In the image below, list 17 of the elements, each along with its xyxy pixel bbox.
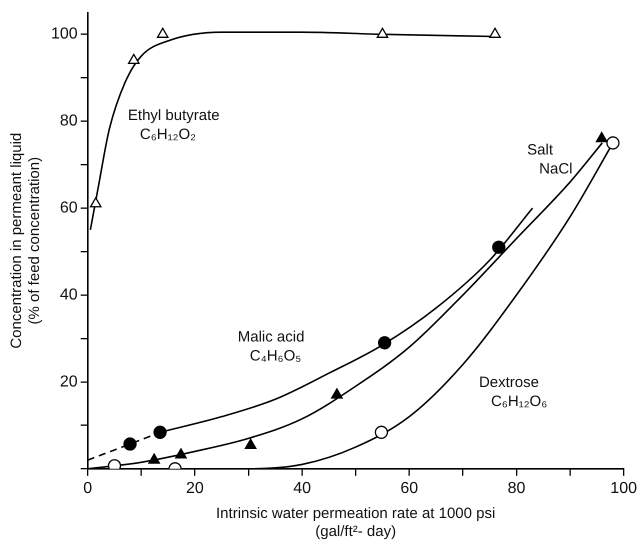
annotation: Dextrose C₆H₁₂O₆ — [478, 374, 548, 410]
x-axis-title: Intrinsic water permeation rate at 1000 psi (gal/ft²- day) — [216, 505, 496, 540]
annotation: Salt NaCl — [527, 141, 573, 178]
y-tick-label: 40 — [60, 286, 78, 304]
x-tick-label: 40 — [293, 480, 312, 497]
y-tick-label: 100 — [50, 26, 78, 43]
x-tick-label: 60 — [400, 480, 418, 497]
x-tick-label: 80 — [508, 480, 526, 497]
x-tick-label: 20 — [186, 480, 204, 497]
annotation: Ethyl butyrate C₆H₁₂O₂ — [128, 107, 220, 144]
y-tick-label: 80 — [60, 112, 78, 130]
y-tick-label: 60 — [60, 200, 78, 217]
annotation: Malic acid C₄H₆O₅ — [238, 328, 304, 364]
x-tick-label: 100 — [610, 480, 638, 497]
y-tick-label: 20 — [60, 373, 78, 390]
x-tick-label: 0 — [83, 480, 92, 497]
y-axis-title: Concentration in permeant liquid (% of feed concentration) — [8, 132, 44, 349]
